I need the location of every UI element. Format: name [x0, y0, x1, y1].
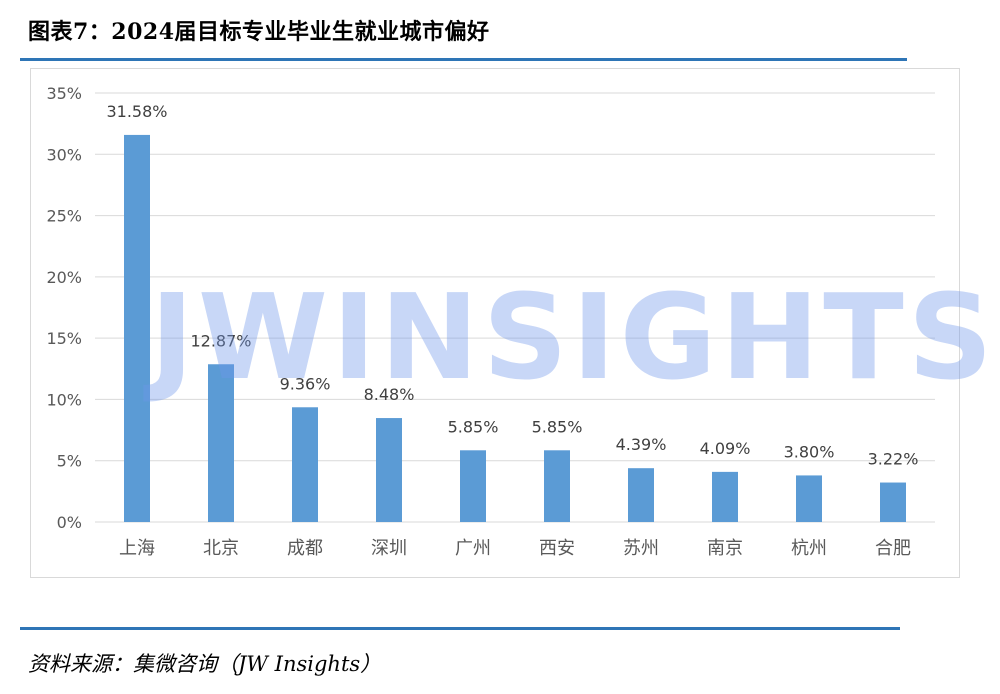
bottom-rule	[20, 627, 900, 630]
source-note: 资料来源：集微咨询（JW Insights）	[28, 652, 382, 676]
data-label: 4.39%	[616, 435, 667, 454]
data-label: 4.09%	[700, 439, 751, 458]
data-label: 3.22%	[868, 450, 919, 469]
y-tick-label: 35%	[46, 84, 82, 103]
bar-成都	[292, 407, 318, 522]
y-tick-label: 15%	[46, 329, 82, 348]
x-tick-label: 合肥	[875, 538, 911, 559]
x-tick-label: 西安	[539, 538, 575, 559]
data-label: 31.58%	[106, 102, 167, 121]
y-tick-label: 20%	[46, 268, 82, 287]
data-label: 5.85%	[448, 417, 499, 436]
x-tick-label: 上海	[119, 538, 155, 559]
bar-苏州	[628, 468, 654, 522]
x-tick-label: 广州	[455, 538, 491, 559]
bar-广州	[460, 450, 486, 522]
x-tick-label: 成都	[287, 538, 323, 559]
bar-西安	[544, 450, 570, 522]
bar-深圳	[376, 418, 402, 522]
bar-上海	[124, 134, 150, 522]
x-tick-label: 南京	[707, 538, 743, 559]
data-label: 8.48%	[364, 385, 415, 404]
bar-南京	[712, 471, 738, 522]
y-tick-label: 30%	[46, 145, 82, 164]
y-tick-label: 5%	[57, 452, 82, 471]
bar-合肥	[880, 482, 906, 522]
data-label: 5.85%	[532, 417, 583, 436]
top-rule	[20, 58, 907, 61]
data-label: 9.36%	[280, 374, 331, 393]
x-tick-label: 深圳	[371, 538, 407, 559]
figure-title: 图表7：2024届目标专业毕业生就业城市偏好	[28, 19, 490, 45]
bar-杭州	[796, 475, 822, 522]
bar-北京	[208, 364, 234, 522]
x-tick-label: 北京	[203, 538, 239, 559]
data-label: 3.80%	[784, 442, 835, 461]
data-label: 12.87%	[190, 331, 251, 350]
y-tick-label: 10%	[46, 390, 82, 409]
x-tick-label: 苏州	[623, 538, 659, 559]
x-tick-label: 杭州	[791, 538, 827, 559]
y-tick-label: 25%	[46, 207, 82, 226]
y-tick-label: 0%	[57, 513, 82, 532]
